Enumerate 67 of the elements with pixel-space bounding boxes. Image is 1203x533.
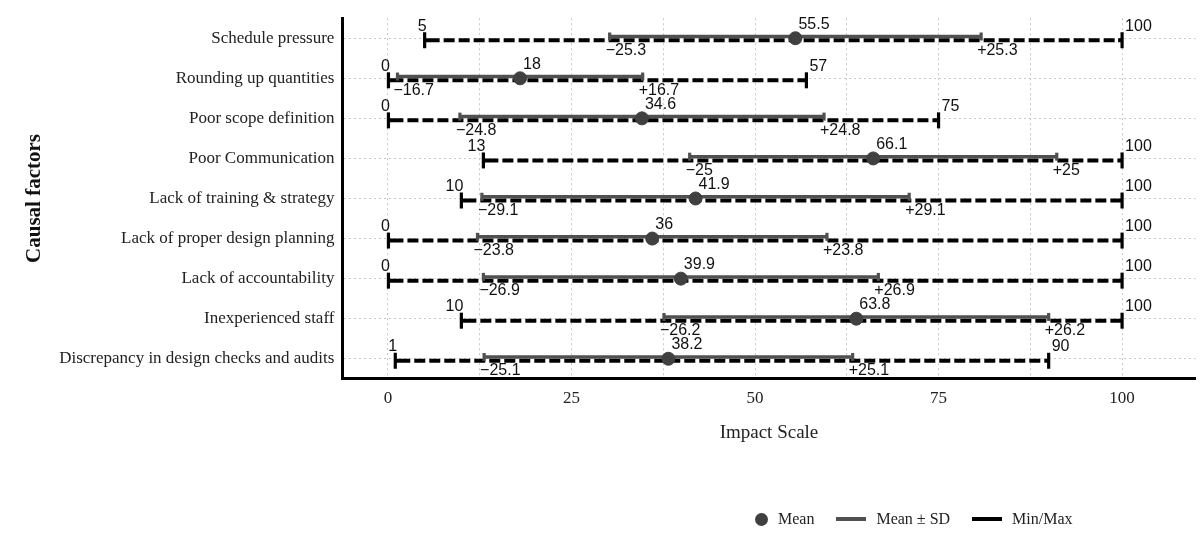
y-tick-label: Lack of proper design planning [121, 228, 335, 248]
x-tick-label: 100 [1109, 388, 1135, 408]
annotation: 5 [417, 16, 427, 34]
x-tick-label: 75 [930, 388, 948, 408]
point [866, 151, 881, 166]
annotation: 90 [1051, 337, 1070, 355]
legend-label: Mean ± SD [876, 510, 951, 528]
data-label: 36 [655, 214, 674, 232]
annotation: 100 [1125, 257, 1152, 275]
annotation: 1 [388, 337, 398, 355]
annotation: 100 [1125, 16, 1152, 34]
annotation: +23.8 [822, 240, 864, 258]
y-tick-label: Poor Communication [188, 147, 335, 167]
y-tick-label: Lack of accountability [181, 268, 335, 288]
x-axis-title: Impact Scale [719, 420, 819, 442]
annotation: 0 [381, 216, 391, 234]
annotation: 13 [467, 136, 486, 154]
y-tick-label: Discrepancy in design checks and audits [59, 348, 335, 368]
x-tick-label: 25 [562, 388, 580, 408]
point [661, 351, 676, 366]
y-axis-title: Causal factors [21, 134, 46, 263]
point [673, 271, 688, 286]
legend-label: Min/Max [1012, 510, 1073, 528]
annotation: −25.3 [605, 40, 647, 58]
legend-label: Mean [778, 510, 815, 528]
x-tick-label: 0 [383, 388, 393, 408]
annotation: 100 [1125, 136, 1152, 154]
annotation: 100 [1125, 216, 1152, 234]
annotation: 10 [445, 297, 464, 315]
data-label: 39.9 [683, 255, 716, 273]
annotation: 0 [381, 96, 391, 114]
x-tick-label: 50 [746, 388, 764, 408]
y-tick-label: Lack of training & strategy [149, 187, 335, 207]
annotation: +24.8 [820, 120, 861, 138]
data-label: 18 [523, 54, 541, 72]
annotation: 0 [381, 56, 391, 74]
annotation: −16.7 [393, 80, 435, 98]
data-label: 63.8 [859, 295, 891, 313]
annotation: −25.1 [480, 361, 521, 379]
y-tick-label: Inexperienced staff [204, 308, 335, 328]
annotation: +25.3 [977, 40, 1018, 58]
y-tick-label: Poor scope definition [189, 107, 335, 127]
y-tick-label: Rounding up quantities [175, 67, 335, 87]
data-label: 66.1 [876, 134, 908, 152]
point [634, 111, 649, 126]
point [645, 231, 660, 246]
annotation: 100 [1125, 176, 1152, 194]
annotation: 75 [941, 96, 960, 114]
annotation: 10 [445, 176, 464, 194]
annotation: 0 [381, 257, 391, 275]
annotation: −24.8 [455, 120, 497, 138]
y-tick-label: Schedule pressure [211, 27, 335, 47]
annotation: −23.8 [473, 240, 515, 258]
data-label: 38.2 [671, 335, 703, 353]
annotation: +25.1 [848, 361, 890, 379]
point [788, 31, 803, 46]
annotation: 57 [809, 56, 828, 74]
point [688, 191, 703, 206]
annotation: −26.9 [479, 281, 520, 299]
point [513, 71, 528, 86]
annotation: −29.1 [477, 200, 519, 218]
point [849, 311, 864, 326]
annotation: +25 [1052, 160, 1080, 178]
data-label: 55.5 [798, 14, 830, 32]
annotation: 100 [1125, 297, 1152, 315]
annotation: +26.2 [1044, 321, 1086, 339]
annotation: +29.1 [905, 200, 946, 218]
